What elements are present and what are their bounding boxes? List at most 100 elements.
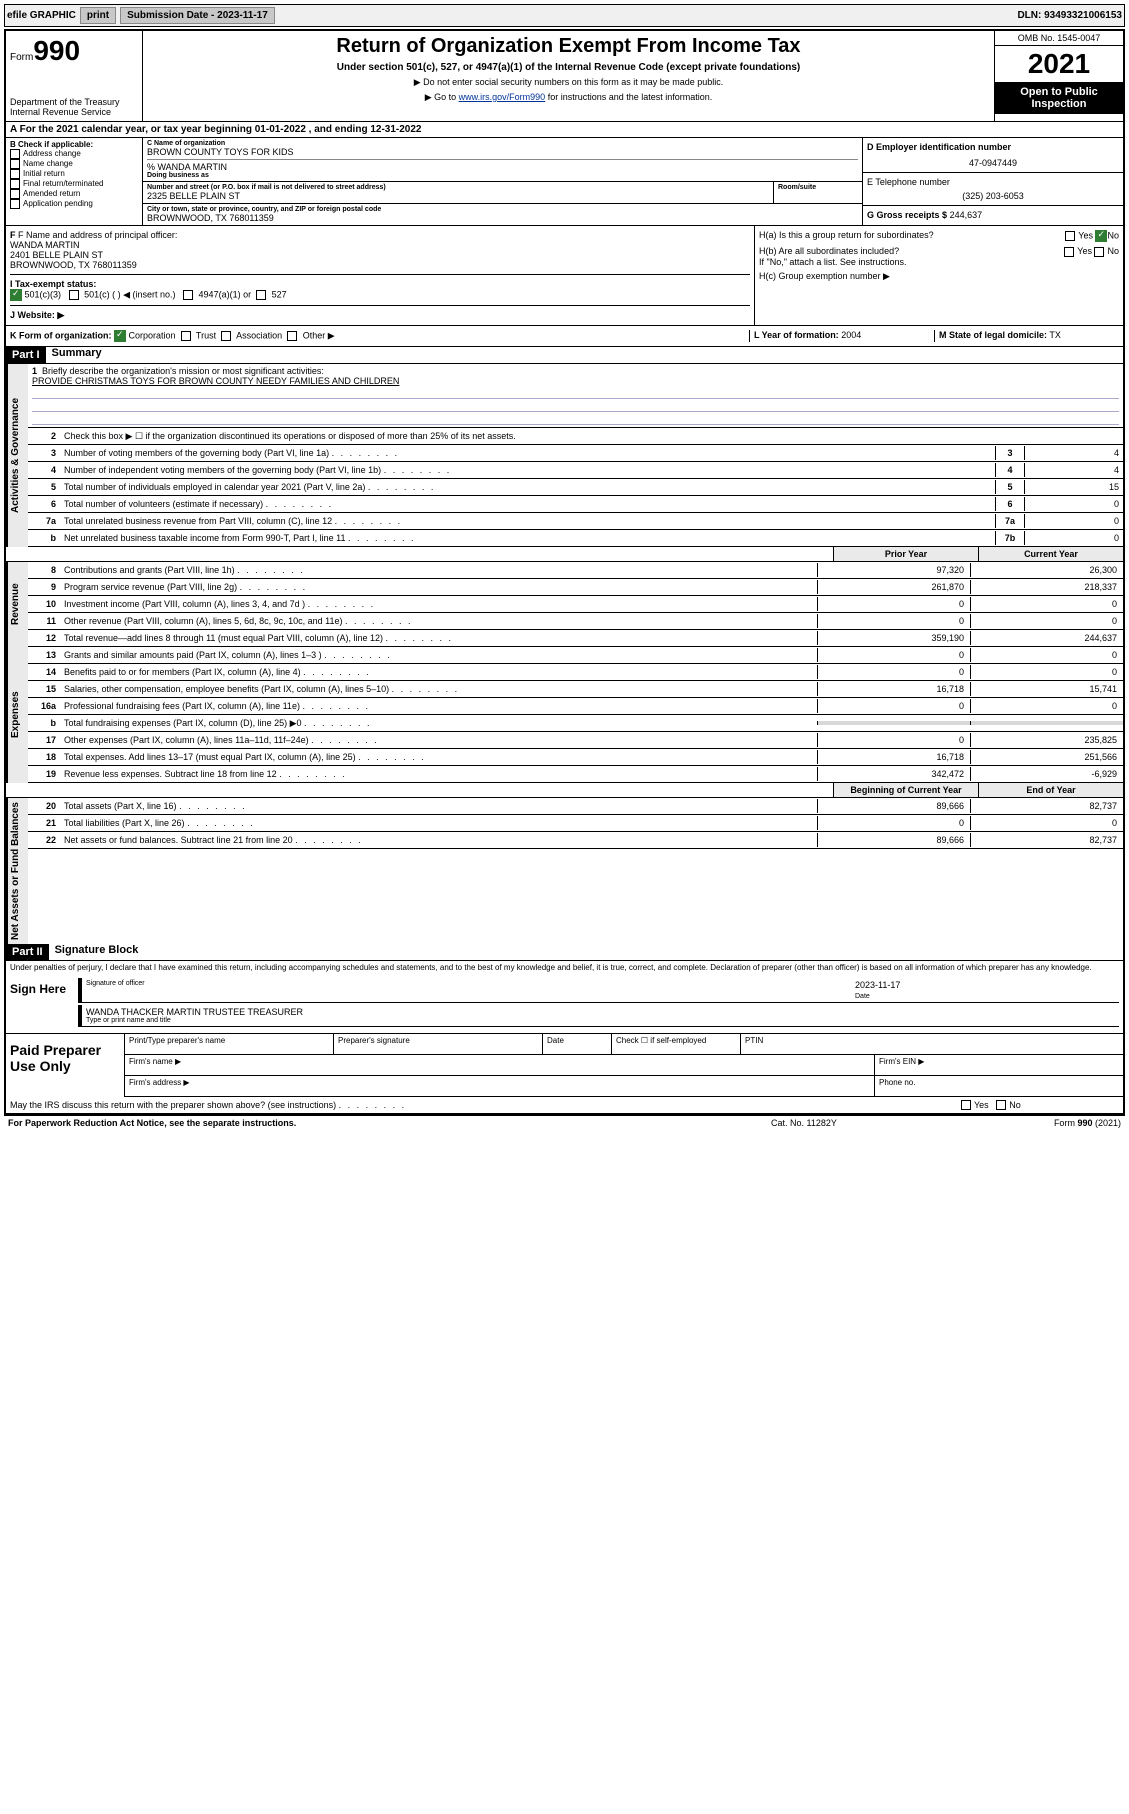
chk-hb-no[interactable]	[1094, 247, 1104, 257]
data-line: 8 Contributions and grants (Part VIII, l…	[28, 562, 1123, 579]
sig-date-label: Date	[855, 993, 870, 1000]
chk-address-change[interactable]	[10, 149, 20, 159]
summary-line: 7a Total unrelated business revenue from…	[28, 513, 1123, 530]
section-klm: K Form of organization: Corporation Trus…	[6, 326, 1123, 347]
section-deg: D Employer identification number 47-0947…	[862, 138, 1123, 225]
chk-501c3[interactable]	[10, 289, 22, 301]
name-label: C Name of organization	[147, 140, 858, 147]
submission-date-box: Submission Date - 2023-11-17	[120, 7, 275, 24]
chk-name-change[interactable]	[10, 159, 20, 169]
chk-final-return[interactable]	[10, 179, 20, 189]
print-button[interactable]: print	[80, 7, 116, 24]
ein-label: D Employer identification number	[867, 142, 1011, 152]
chk-4947[interactable]	[183, 290, 193, 300]
section-b: B Check if applicable: Address change Na…	[6, 138, 143, 225]
form-header: Form990 Department of the Treasury Inter…	[6, 31, 1123, 122]
form-title: Return of Organization Exempt From Incom…	[147, 35, 990, 58]
chk-discuss-no[interactable]	[996, 1100, 1006, 1110]
summary-line: 3 Number of voting members of the govern…	[28, 445, 1123, 462]
ha-label: H(a) Is this a group return for subordin…	[759, 230, 1065, 242]
period-begin: 01-01-2022	[255, 124, 306, 135]
m-value: TX	[1049, 330, 1061, 340]
header-left: Form990 Department of the Treasury Inter…	[6, 31, 143, 121]
irs-link[interactable]: www.irs.gov/Form990	[459, 92, 546, 102]
chk-discuss-yes[interactable]	[961, 1100, 971, 1110]
part1-revenue: Revenue 8 Contributions and grants (Part…	[6, 562, 1123, 647]
dln-label: DLN:	[1017, 10, 1041, 21]
chk-application-pending[interactable]	[10, 199, 20, 209]
omb-number: OMB No. 1545-0047	[995, 31, 1123, 46]
officer-name: WANDA MARTIN	[10, 240, 750, 250]
period-row: A For the 2021 calendar year, or tax yea…	[6, 122, 1123, 138]
firm-phone-label: Phone no.	[874, 1076, 1123, 1096]
chk-trust[interactable]	[181, 331, 191, 341]
data-line: 19 Revenue less expenses. Subtract line …	[28, 766, 1123, 783]
type-name-label: Type or print name and title	[86, 1017, 303, 1024]
submission-date: 2023-11-17	[217, 10, 268, 21]
firm-addr-label: Firm's address ▶	[124, 1076, 874, 1096]
officer-street: 2401 BELLE PLAIN ST	[10, 250, 750, 260]
data-line: 22 Net assets or fund balances. Subtract…	[28, 832, 1123, 849]
website-label: J Website: ▶	[10, 310, 64, 320]
summary-line: 6 Total number of volunteers (estimate i…	[28, 496, 1123, 513]
discuss-label: May the IRS discuss this return with the…	[10, 1100, 336, 1110]
part1-expenses: Expenses 13 Grants and similar amounts p…	[6, 647, 1123, 783]
part2-title: Signature Block	[49, 944, 139, 960]
tax-year: 2021	[995, 46, 1123, 82]
firm-name-label: Firm's name ▶	[124, 1055, 874, 1075]
part2-header: Part II	[6, 944, 49, 960]
header-center: Return of Organization Exempt From Incom…	[143, 31, 994, 121]
form-prefix: Form	[10, 52, 33, 63]
phone-value: (325) 203-6053	[867, 191, 1119, 201]
data-line: 16a Professional fundraising fees (Part …	[28, 698, 1123, 715]
data-line: 11 Other revenue (Part VIII, column (A),…	[28, 613, 1123, 630]
hb-note: If "No," attach a list. See instructions…	[759, 257, 1119, 267]
header-right: OMB No. 1545-0047 2021 Open to Public In…	[994, 31, 1123, 121]
dba-label: Doing business as	[147, 172, 858, 179]
section-b-label: B Check if applicable:	[10, 140, 93, 149]
room-label: Room/suite	[778, 184, 858, 191]
footer-left: For Paperwork Reduction Act Notice, see …	[8, 1118, 771, 1128]
chk-hb-yes[interactable]	[1064, 247, 1074, 257]
line2-text: Check this box ▶ ☐ if the organization d…	[60, 429, 1123, 444]
part1-title: Summary	[46, 347, 102, 363]
top-bar: efile GRAPHIC print Submission Date - 20…	[4, 4, 1125, 27]
chk-corp[interactable]	[114, 330, 126, 342]
chk-other-org[interactable]	[287, 331, 297, 341]
data-line: 13 Grants and similar amounts paid (Part…	[28, 647, 1123, 664]
chk-initial-return[interactable]	[10, 169, 20, 179]
sign-here-label: Sign Here	[6, 974, 74, 1033]
dln-box: DLN: 93493321006153	[1017, 10, 1122, 21]
chk-ha-no[interactable]	[1095, 230, 1107, 242]
paid-preparer-section: Paid Preparer Use Only Print/Type prepar…	[6, 1033, 1123, 1097]
officer-city: BROWNWOOD, TX 768011359	[10, 260, 750, 270]
hb-label: H(b) Are all subordinates included?	[759, 246, 1064, 257]
chk-ha-yes[interactable]	[1065, 231, 1075, 241]
footer-mid: Cat. No. 11282Y	[771, 1118, 971, 1128]
data-line: 18 Total expenses. Add lines 13–17 (must…	[28, 749, 1123, 766]
data-line: b Total fundraising expenses (Part IX, c…	[28, 715, 1123, 732]
chk-501c[interactable]	[69, 290, 79, 300]
l-label: L Year of formation:	[754, 330, 839, 340]
city-label: City or town, state or province, country…	[147, 206, 858, 213]
data-line: 12 Total revenue—add lines 8 through 11 …	[28, 630, 1123, 647]
chk-assoc[interactable]	[221, 331, 231, 341]
part1-governance: Activities & Governance 1 Briefly descri…	[6, 364, 1123, 547]
section-f-i-j: F F Name and address of principal office…	[6, 226, 754, 325]
phone-label: E Telephone number	[867, 177, 1119, 187]
hc-label: H(c) Group exemption number ▶	[759, 271, 1119, 282]
sig-name: WANDA THACKER MARTIN TRUSTEE TREASURER	[86, 1007, 303, 1017]
footer: For Paperwork Reduction Act Notice, see …	[4, 1116, 1125, 1130]
col-prior-header: Prior Year	[833, 547, 978, 561]
section-fhij: F F Name and address of principal office…	[6, 226, 1123, 326]
discuss-row: May the IRS discuss this return with the…	[6, 1097, 1123, 1114]
dln-value: 93493321006153	[1044, 10, 1122, 21]
open-public-badge: Open to Public Inspection	[995, 82, 1123, 114]
chk-527[interactable]	[256, 290, 266, 300]
chk-amended[interactable]	[10, 189, 20, 199]
side-netassets: Net Assets or Fund Balances	[6, 798, 28, 944]
irs-label: Internal Revenue Service	[10, 107, 138, 117]
officer-label: F Name and address of principal officer:	[18, 230, 177, 240]
period-end: 12-31-2022	[370, 124, 421, 135]
part2-header-row: Part II Signature Block	[6, 944, 1123, 961]
